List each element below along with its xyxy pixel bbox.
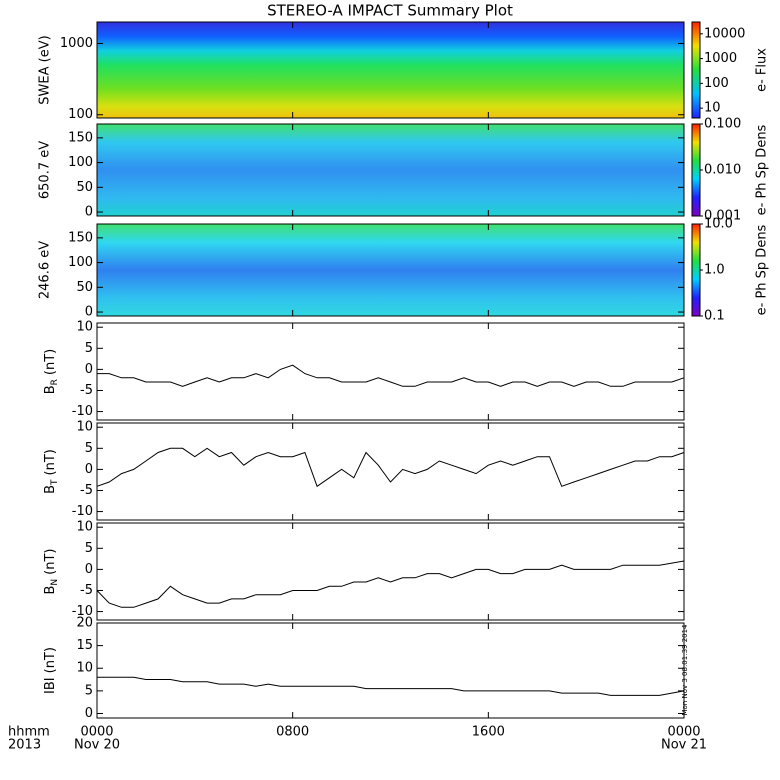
panel-frame [96, 322, 685, 421]
y-tick-label: 150 [68, 230, 93, 245]
y-label-main: IBI [43, 677, 58, 694]
y-tick-label: 5 [85, 683, 93, 698]
y-tick-label: 0 [85, 205, 93, 220]
y-axis-label: BT (nT) [43, 449, 60, 494]
spectrogram [97, 22, 684, 118]
colorbar-tick-label: 1000 [704, 51, 737, 66]
y-label-main: B [43, 485, 58, 494]
y-label-unit: (nT) [43, 349, 58, 375]
colorbar-tick-label: 100 [704, 76, 729, 91]
y-label-unit: (nT) [43, 449, 58, 475]
panel-frame [96, 522, 685, 621]
y-tick-label: 10 [76, 661, 93, 676]
line-trace [97, 676, 685, 696]
colorbar [691, 123, 701, 217]
y-label-sub: N [50, 579, 60, 586]
y-tick-label: 100 [68, 155, 93, 170]
colorbar-label: e- Ph Sp Dens [755, 124, 770, 215]
x-row-label: hhmm [8, 725, 50, 740]
panel-frame [96, 223, 685, 317]
colorbar-tick-label: 0.100 [704, 117, 741, 132]
y-tick-label: 0 [85, 305, 93, 320]
line-trace [97, 364, 685, 387]
spectrogram [97, 224, 684, 316]
spectrogram [97, 124, 684, 216]
y-axis-label: 650.7 eV [38, 141, 53, 199]
timestamp: Mon Nov 3 08:01:39 2014 [681, 624, 689, 716]
x-date-label: Nov 21 [661, 738, 707, 753]
x-tick-label: 0000 [80, 725, 113, 740]
y-tick-label: 0 [85, 462, 93, 477]
colorbar-tick-label: 10 [704, 101, 721, 116]
x-tick-label: 1600 [472, 725, 505, 740]
y-tick-label: 0 [85, 362, 93, 377]
colorbar [691, 21, 701, 119]
y-tick-label: 10 [76, 320, 93, 335]
y-axis-label: IBI (nT) [43, 647, 58, 694]
x-row-label: 2013 [8, 738, 41, 753]
y-tick-label: 0 [85, 562, 93, 577]
y-tick-label: -10 [72, 604, 93, 619]
colorbar-tick-label: 0.010 [704, 163, 741, 178]
y-tick-label: 20 [76, 616, 93, 631]
x-date-label: Nov 20 [74, 738, 120, 753]
y-axis-label: SWEA (eV) [38, 35, 53, 104]
y-tick-label: 50 [76, 280, 93, 295]
colorbar-label: e- Ph Sp Dens [755, 224, 770, 315]
colorbar-tick-label: 10000 [704, 26, 745, 41]
y-axis-label: 246.6 eV [38, 241, 53, 299]
colorbar-tick-label: 0.001 [704, 209, 741, 224]
y-tick-label: 100 [68, 107, 93, 122]
y-tick-label: 50 [76, 180, 93, 195]
line-trace [96, 560, 685, 608]
colorbar-tick-label: 10.0 [704, 217, 733, 232]
y-label-sub: R [50, 379, 60, 385]
x-tick-label: 0000 [667, 725, 700, 740]
colorbar [691, 223, 701, 317]
y-tick-label: 15 [76, 638, 93, 653]
line-trace [96, 447, 685, 488]
y-label-unit: (nT) [43, 647, 58, 673]
y-tick-label: -10 [72, 504, 93, 519]
y-label-main: B [43, 385, 58, 394]
y-tick-label: 10 [76, 520, 93, 535]
y-tick-label: -5 [80, 383, 93, 398]
panel-frame [96, 123, 685, 217]
colorbar-label: e- Flux [755, 48, 770, 92]
panel-frame [96, 422, 685, 521]
y-axis-label: BN (nT) [43, 549, 60, 595]
y-tick-label: -5 [80, 583, 93, 598]
y-label-unit: (nT) [43, 549, 58, 575]
y-tick-label: 1000 [60, 36, 93, 51]
colorbar-tick-label: 0.1 [704, 309, 725, 324]
y-tick-label: 100 [68, 255, 93, 270]
y-tick-label: 5 [85, 541, 93, 556]
plot-title: STEREO-A IMPACT Summary Plot [267, 2, 513, 20]
y-label-main: B [43, 586, 58, 595]
panel-frame [96, 21, 685, 119]
y-tick-label: 0 [85, 706, 93, 721]
y-tick-label: 5 [85, 341, 93, 356]
y-tick-label: 10 [76, 420, 93, 435]
y-tick-label: -10 [72, 404, 93, 419]
y-tick-label: 150 [68, 130, 93, 145]
colorbar-tick-label: 1.0 [704, 263, 725, 278]
y-label-sub: T [50, 479, 60, 486]
panel-frame [96, 622, 685, 719]
y-tick-label: 5 [85, 441, 93, 456]
y-tick-label: -5 [80, 483, 93, 498]
x-tick-label: 0800 [276, 725, 309, 740]
y-axis-label: BR (nT) [43, 349, 60, 395]
